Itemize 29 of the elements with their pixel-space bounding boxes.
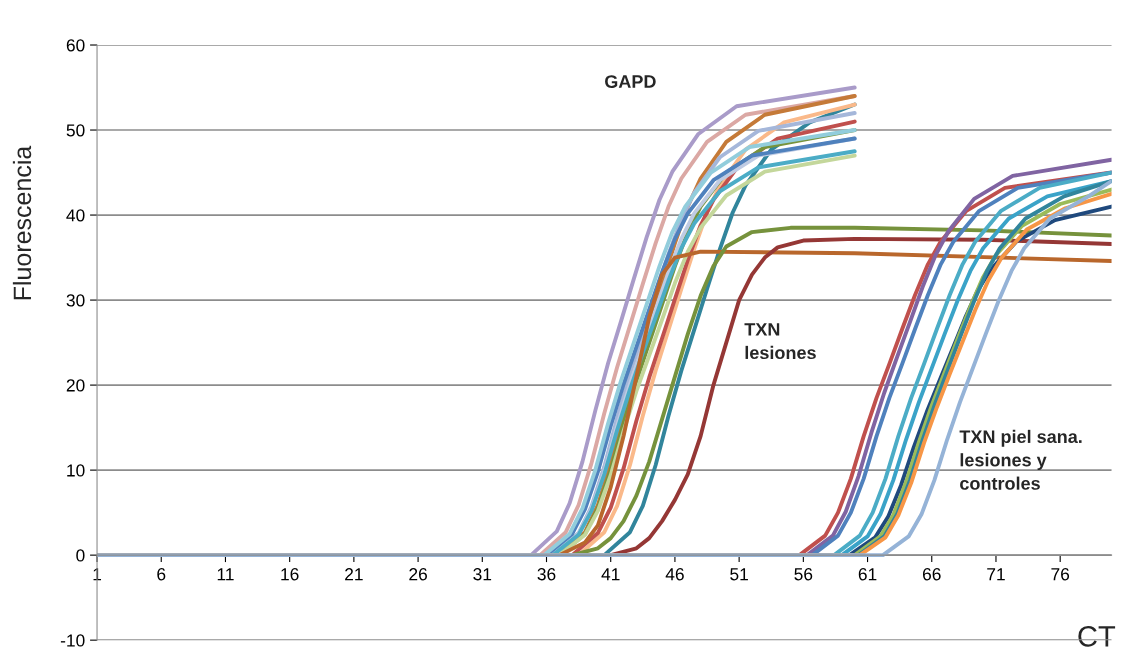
x-tick-label: 21 — [345, 568, 363, 581]
x-tick-label: 66 — [922, 568, 941, 581]
x-axis-title: CT — [1078, 626, 1116, 647]
y-tick-label: -10 — [60, 634, 85, 647]
y-tick-label: 0 — [76, 549, 85, 562]
y-axis-title: Fluorescencia — [12, 145, 32, 300]
annotation: TXN lesiones — [744, 323, 816, 360]
annotation: TXN piel sana. lesiones y controles — [959, 429, 1082, 490]
x-tick-label: 6 — [157, 568, 166, 581]
y-tick-label: 10 — [67, 464, 85, 477]
x-tick-label: 16 — [281, 568, 299, 581]
y-tick-label: 40 — [66, 209, 85, 222]
x-tick-label: 56 — [794, 568, 813, 581]
y-tick-label: 50 — [66, 124, 85, 137]
x-tick-label: 36 — [537, 568, 556, 581]
x-tick-label: 61 — [858, 568, 877, 581]
annotation: GAPD — [605, 75, 656, 88]
x-tick-label: 26 — [409, 568, 427, 581]
x-tick-label: 71 — [987, 568, 1005, 581]
x-tick-label: 31 — [473, 568, 492, 581]
x-tick-label: 46 — [665, 568, 684, 581]
x-tick-label: 1 — [93, 568, 102, 581]
x-tick-label: 76 — [1051, 568, 1070, 581]
y-tick-label: 30 — [66, 294, 85, 307]
y-tick-label: 60 — [66, 39, 85, 52]
x-tick-label: 11 — [217, 568, 234, 581]
y-tick-label: 20 — [66, 379, 85, 392]
x-tick-label: 51 — [730, 568, 748, 581]
x-tick-label: 41 — [601, 568, 620, 581]
